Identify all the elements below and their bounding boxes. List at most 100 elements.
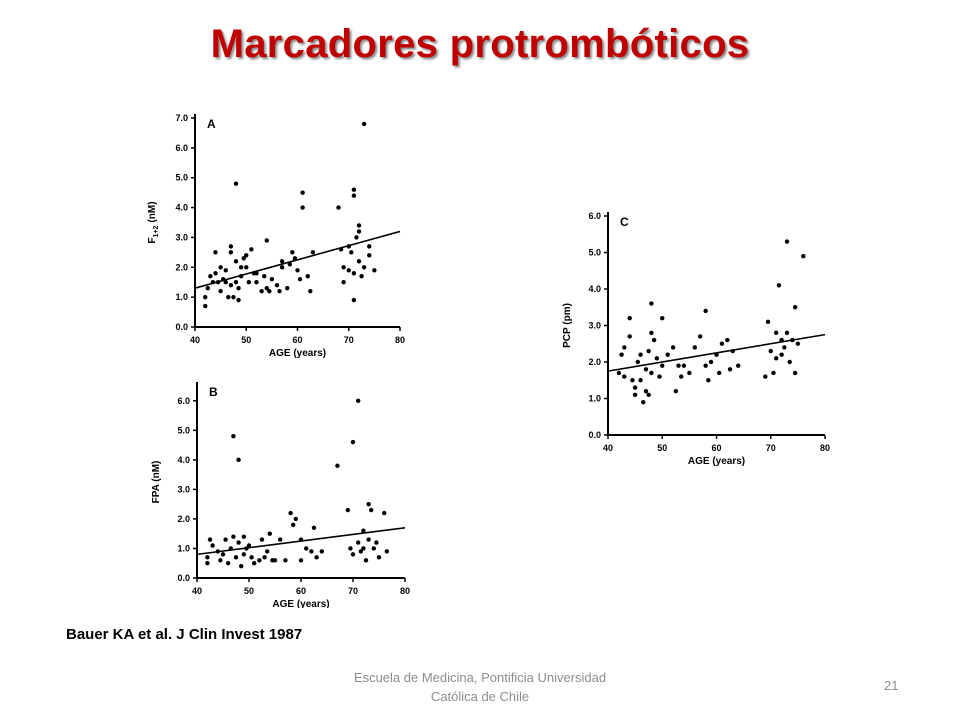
data-point-a (346, 268, 351, 273)
data-point-a (261, 274, 267, 279)
data-point-c (632, 385, 638, 390)
data-point-b (369, 507, 374, 513)
data-point-a (279, 259, 285, 264)
data-point-c (660, 316, 665, 321)
panel-label-b: B (209, 385, 218, 399)
data-point-c (616, 370, 622, 376)
data-point-a (341, 280, 346, 285)
scatter-plot-c-svg: 40 50 60 70 80 0.0 1.0 2.0 3.0 4.0 5.0 6.0 AGE (year… (562, 211, 830, 467)
x-tick-label-c: 60 (711, 443, 721, 453)
scatter-plot-b-svg: 40 50 60 70 80 0.0 1.0 2.0 3.0 4.0 5.0 6.0 AGE (year… (151, 382, 410, 610)
data-point-c (627, 316, 632, 321)
data-point-b (361, 546, 366, 551)
data-point-c (622, 374, 627, 379)
data-point-c (784, 239, 790, 244)
data-point-b (220, 552, 226, 557)
data-point-c (670, 345, 676, 350)
data-point-c (627, 334, 632, 339)
y-tick-label-a: 4.0 (175, 203, 188, 213)
data-point-b (376, 555, 382, 560)
x-tick-label-b: 60 (296, 586, 306, 596)
data-point-b (231, 534, 236, 539)
y-tick-label-a: 2.0 (175, 262, 188, 272)
data-point-c (714, 352, 719, 357)
data-point-a (244, 265, 249, 270)
data-point-c (779, 337, 784, 343)
data-point-c (706, 378, 711, 383)
data-point-c (681, 363, 687, 368)
scatter-plot-c: 40 50 60 70 80 0.0 1.0 2.0 3.0 4.0 5.0 6.0 AGE (year… (560, 200, 840, 470)
data-point-a (310, 250, 316, 255)
data-point-a (241, 256, 246, 261)
slide-title: Marcadores protrombóticos (210, 22, 750, 66)
data-point-a (218, 265, 223, 270)
scatter-plot-b: 40 50 60 70 80 0.0 1.0 2.0 3.0 4.0 5.0 6.0 AGE (year… (140, 368, 415, 610)
data-point-a (351, 193, 357, 198)
data-point-b (319, 549, 324, 554)
y-tick-label-c: 0.0 (588, 430, 601, 440)
data-point-a (274, 283, 280, 288)
data-point-b (283, 558, 288, 563)
scatter-plot-a: 40 50 60 70 80 0.0 1.0 2.0 3.0 4.0 5.0 6.0 7.0 AGE (y… (140, 100, 415, 365)
data-point-a (336, 205, 341, 210)
data-point-b (257, 558, 262, 563)
data-point-a (223, 268, 228, 273)
data-point-a (346, 244, 351, 249)
x-tick-label-a: 70 (344, 335, 354, 345)
data-point-c (795, 341, 801, 346)
data-point-a (254, 280, 259, 285)
data-point-a (228, 244, 234, 249)
x-tick-label-a: 50 (241, 335, 251, 345)
data-point-c (649, 301, 654, 306)
data-point-a (228, 250, 234, 255)
data-point-c (698, 334, 703, 339)
data-point-c (771, 370, 776, 376)
data-point-c (703, 308, 708, 314)
data-point-a (269, 277, 275, 282)
data-point-a (264, 285, 269, 291)
data-point-a (361, 121, 367, 127)
data-point-a (277, 288, 282, 294)
data-point-a (349, 250, 354, 255)
y-axis-label-main: F (147, 237, 158, 243)
data-point-c (792, 305, 798, 310)
y-tick-label-b: 5.0 (177, 425, 190, 435)
data-point-b (361, 528, 366, 533)
data-point-b (335, 463, 340, 468)
data-point-a (215, 280, 221, 285)
x-tick-label-b: 50 (244, 586, 254, 596)
data-point-b (246, 543, 252, 548)
y-axis-label-c: PCP (pm) (562, 303, 573, 348)
y-tick-label-b: 2.0 (177, 514, 190, 524)
data-point-a (354, 235, 359, 240)
data-point-b (252, 561, 257, 566)
data-point-c (719, 341, 725, 346)
data-point-b (291, 522, 296, 528)
panel-label-a: A (207, 117, 216, 131)
data-point-c (643, 389, 649, 394)
data-point-c (779, 352, 784, 357)
data-point-b (267, 531, 272, 536)
data-point-a (356, 259, 362, 264)
y-tick-label-b: 3.0 (177, 484, 190, 494)
y-tick-label-a: 7.0 (175, 113, 188, 123)
data-point-c (665, 352, 670, 357)
data-point-a (338, 247, 344, 252)
data-point-b (249, 555, 254, 560)
y-axis-label-sub: 1+2 (153, 225, 160, 237)
data-point-b (278, 537, 283, 542)
data-point-c (619, 352, 624, 357)
data-point-a (223, 280, 228, 285)
data-point-a (210, 280, 216, 285)
data-point-a (279, 265, 285, 270)
data-point-b (239, 563, 244, 569)
data-point-a (367, 244, 372, 249)
data-point-c (692, 345, 697, 350)
data-point-b (205, 555, 210, 560)
data-point-b (207, 537, 213, 542)
data-point-b (288, 510, 293, 516)
data-point-c (643, 367, 649, 372)
data-point-b (241, 534, 246, 539)
data-point-c (687, 370, 692, 376)
data-point-b (259, 537, 265, 542)
